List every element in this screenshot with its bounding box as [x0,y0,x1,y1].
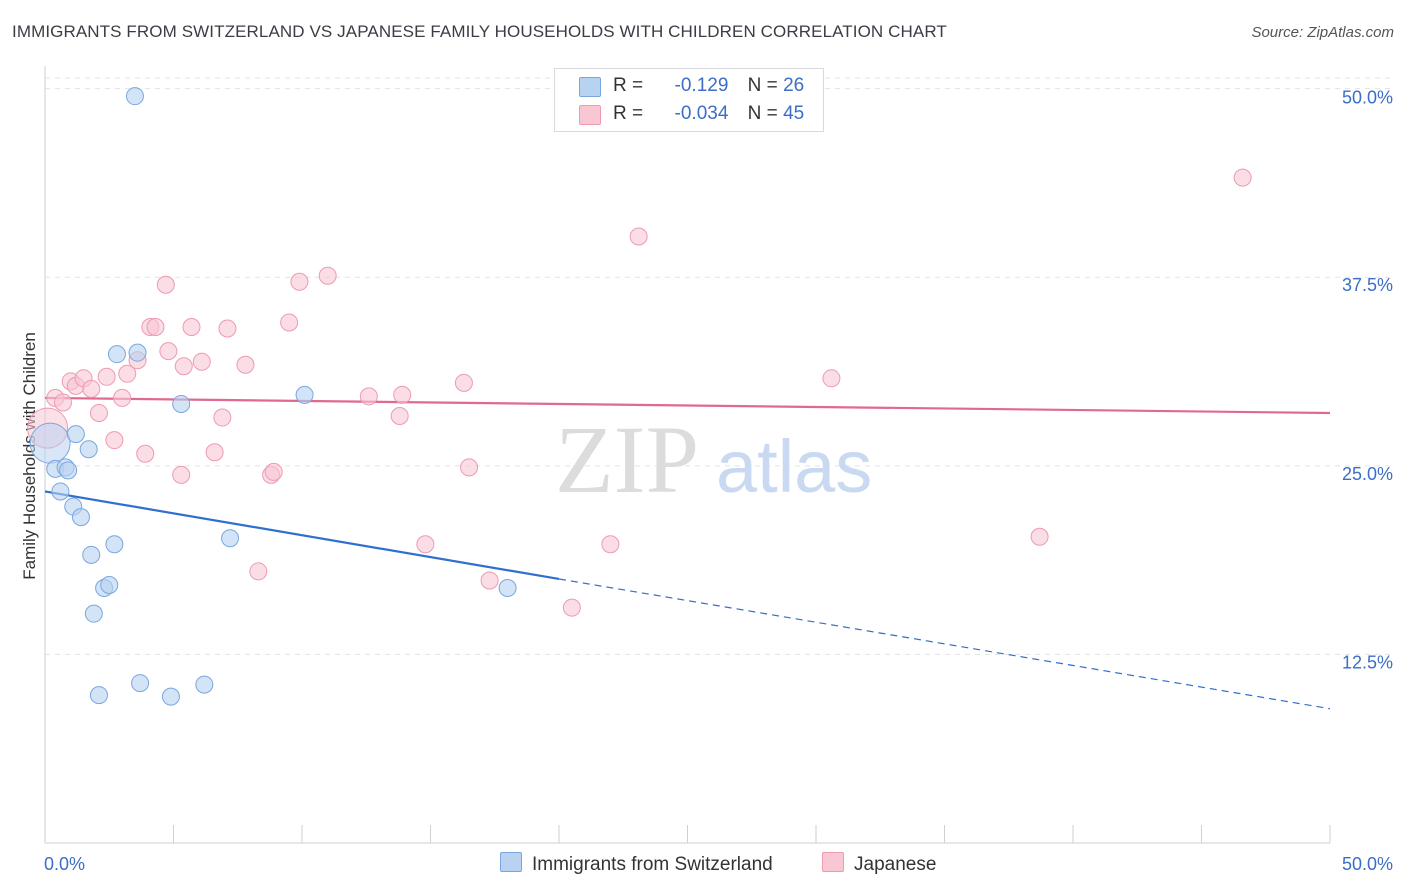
legend-n-label: N = [747,103,778,124]
point-japanese [236,355,255,374]
trend-line-switzerland-extrapolated [558,578,1331,710]
point-switzerland [82,545,101,564]
point-japanese [192,352,211,371]
trend-lines [44,396,1331,710]
point-switzerland [59,461,78,480]
point-japanese [159,342,178,361]
point-switzerland [29,422,71,464]
point-switzerland [105,535,124,554]
legend-r-value: -0.129 [674,75,729,96]
point-switzerland [221,529,240,548]
point-japanese [105,431,124,450]
bottom-legend-japanese: Japanese [822,852,936,876]
chart-title: IMMIGRANTS FROM SWITZERLAND VS JAPANESE … [12,22,947,41]
point-japanese [97,367,116,386]
point-japanese [1030,527,1049,546]
point-switzerland [295,385,314,404]
point-japanese [118,364,137,383]
point-switzerland [125,87,144,106]
point-japanese [89,404,108,423]
trend-line-switzerland [44,490,560,581]
legend-r-value: -0.034 [674,103,729,124]
trend-line-japanese [44,396,1331,415]
point-switzerland [128,343,147,362]
point-switzerland [195,675,214,694]
point-japanese [156,275,175,294]
point-japanese [416,535,435,554]
point-switzerland [71,508,90,527]
point-japanese [136,444,155,463]
watermark-zip: ZIP [555,406,699,513]
point-japanese [1233,168,1252,187]
point-japanese [601,535,620,554]
legend-n-value: 45 [783,103,805,124]
source-label: Source: ZipAtlas.com [1251,24,1394,41]
legend-n-label: N = [747,75,778,96]
point-japanese [822,369,841,388]
point-switzerland [131,674,150,693]
point-japanese [460,458,479,477]
y-tick-label: 37.5% [1342,275,1393,295]
point-switzerland [100,576,119,595]
watermark-atlas: atlas [716,425,872,508]
point-switzerland [66,425,85,444]
point-japanese [82,379,101,398]
legend-r-label: R = [613,75,644,96]
point-japanese [174,357,193,376]
x-tick-label: 50.0% [1342,854,1393,874]
legend-swatch-blue [500,852,522,872]
point-switzerland [84,604,103,623]
legend-n-value: 26 [783,75,805,96]
point-japanese [629,227,648,246]
stats-legend: R = -0.129 N = 26 R = -0.034 N = 45 [554,68,824,132]
legend-series-name: Immigrants from Switzerland [532,854,773,875]
point-japanese [280,313,299,332]
point-japanese [249,562,268,581]
legend-swatch-pink [579,105,601,125]
legend-swatch-pink [822,852,844,872]
legend-swatch-blue [579,77,601,97]
point-japanese [454,373,473,392]
point-japanese [318,266,337,285]
y-tick-labels: 12.5% 25.0% 37.5% 50.0% [1342,88,1393,673]
point-switzerland [79,440,98,459]
point-switzerland [89,686,108,705]
point-switzerland [172,394,191,413]
point-japanese [213,408,232,427]
point-japanese [480,571,499,590]
point-japanese [393,385,412,404]
legend-r-label: R = [613,103,644,124]
data-points [27,87,1252,706]
point-japanese [53,393,72,412]
legend-series-name: Japanese [854,854,937,875]
point-japanese [390,407,409,426]
point-japanese [218,319,237,338]
point-switzerland [498,579,517,598]
y-tick-label: 50.0% [1342,88,1393,108]
y-tick-label: 12.5% [1342,652,1393,672]
point-japanese [562,598,581,617]
point-japanese [205,443,224,462]
point-japanese [290,272,309,291]
point-switzerland [161,687,180,706]
point-switzerland [51,482,70,501]
point-switzerland [107,345,126,364]
x-tick-labels: 0.0% 50.0% [44,854,1393,874]
bottom-legend-switzerland: Immigrants from Switzerland [500,852,773,876]
point-japanese [359,387,378,406]
point-japanese [172,465,191,484]
point-japanese [264,462,283,481]
point-japanese [113,388,132,407]
y-tick-label: 25.0% [1342,464,1393,484]
point-japanese [146,318,165,337]
point-japanese [182,318,201,337]
x-tick-label: 0.0% [44,854,85,874]
